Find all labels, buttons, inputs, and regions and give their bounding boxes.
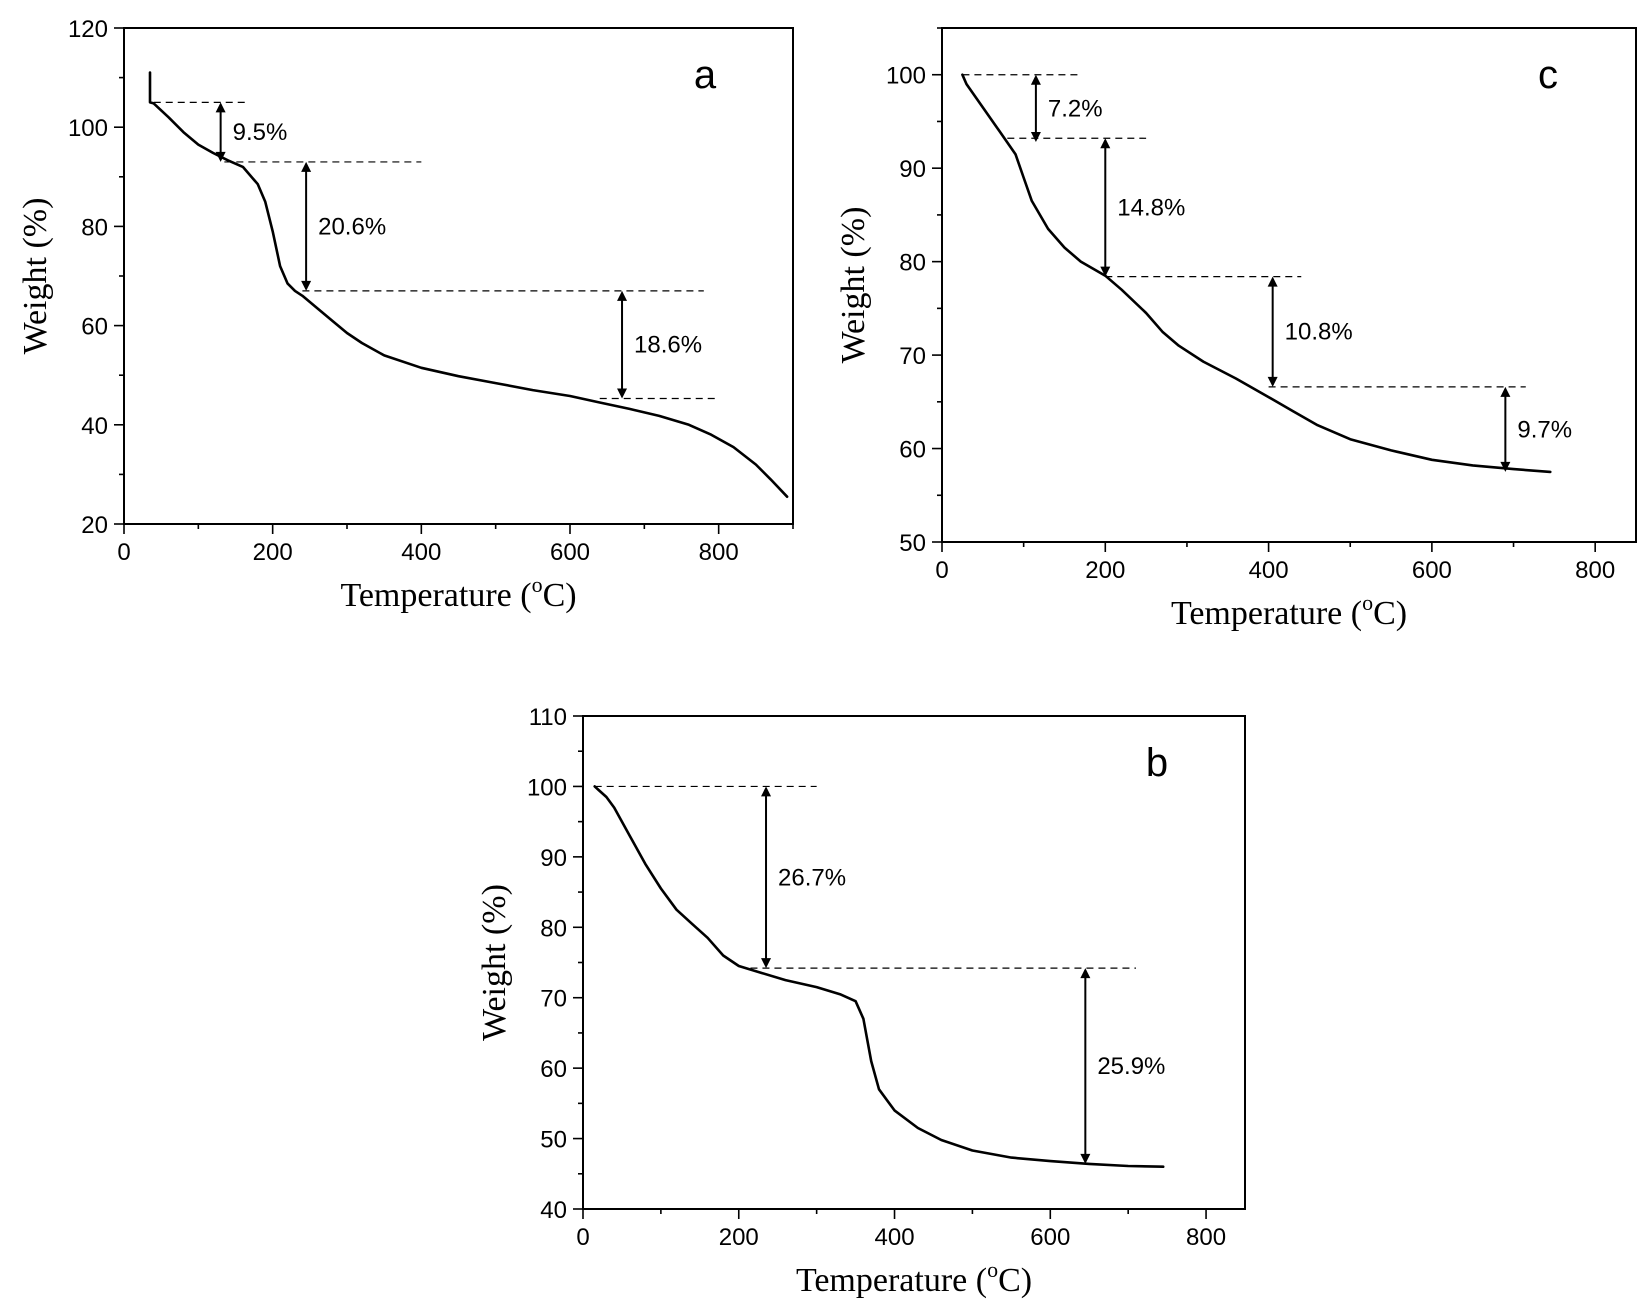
x-tick-label: 400 xyxy=(875,1224,915,1251)
arrow-head-down xyxy=(1100,266,1111,277)
plot-frame xyxy=(941,27,1637,543)
y-tick-label: 90 xyxy=(899,156,926,183)
mass-loss-label: 25.9% xyxy=(1097,1053,1165,1080)
y-tick-label: 80 xyxy=(81,214,108,241)
y-tick-label: 100 xyxy=(68,115,108,142)
series-line-b xyxy=(593,785,1165,1168)
plot-frame xyxy=(123,27,794,525)
arrow-head-up xyxy=(1100,138,1111,149)
y-axis-label: Weight (%) xyxy=(17,198,54,355)
arrow-head-up xyxy=(617,290,628,301)
y-tick-label: 60 xyxy=(899,437,926,464)
x-tick-label: 0 xyxy=(935,557,948,584)
panel-label: a xyxy=(694,53,717,97)
arrow-head-down xyxy=(301,280,312,291)
x-tick-label: 600 xyxy=(1412,557,1452,584)
x-tick-label: 200 xyxy=(719,1224,759,1251)
x-tick-label: 600 xyxy=(550,539,590,566)
chart-panel-a: 0 200 400 600 800 20 40 60 80 100 120 Temperature (… xyxy=(17,16,794,614)
arrow-head-down xyxy=(761,958,772,969)
arrow-head-down xyxy=(1267,376,1278,387)
arrow-head-up xyxy=(1500,386,1511,397)
y-tick-label: 100 xyxy=(886,63,926,90)
mass-loss-label: 9.7% xyxy=(1517,416,1572,443)
arrow-head-up xyxy=(1267,276,1278,287)
mass-loss-label: 7.2% xyxy=(1048,95,1103,122)
arrow-head-down xyxy=(1500,461,1511,472)
y-tick-label: 60 xyxy=(81,314,108,341)
x-tick-label: 800 xyxy=(699,539,739,566)
y-tick-label: 110 xyxy=(529,704,567,731)
y-axis-label: Weight (%) xyxy=(476,884,513,1041)
y-tick-label: 40 xyxy=(81,413,108,440)
panel-label: c xyxy=(1538,53,1558,97)
x-tick-label: 600 xyxy=(1030,1224,1070,1251)
mass-loss-label: 26.7% xyxy=(778,864,846,891)
x-tick-label: 400 xyxy=(401,539,441,566)
x-axis-label: Temperature (oC) xyxy=(796,1257,1032,1299)
mass-loss-label: 18.6% xyxy=(634,332,702,359)
chart-panel-b: 0 200 400 600 800 40 50 60 70 80 90 100 110 Temperatu… xyxy=(476,704,1246,1299)
x-tick-label: 800 xyxy=(1575,557,1615,584)
y-tick-label: 40 xyxy=(540,1197,567,1224)
x-tick-label: 400 xyxy=(1249,557,1289,584)
x-axis-label: Temperature (oC) xyxy=(1171,590,1407,632)
plot-frame xyxy=(582,715,1246,1210)
y-axis-label: Weight (%) xyxy=(835,207,872,364)
y-tick-label: 50 xyxy=(540,1127,567,1154)
mass-loss-label: 20.6% xyxy=(318,213,386,240)
series-line-c xyxy=(961,73,1552,474)
mass-loss-label: 14.8% xyxy=(1117,194,1185,221)
mass-loss-label: 10.8% xyxy=(1285,319,1353,346)
x-axis-label: Temperature (oC) xyxy=(340,572,576,614)
arrow-head-down xyxy=(617,388,628,399)
y-tick-label: 100 xyxy=(527,774,567,801)
x-tick-label: 800 xyxy=(1186,1224,1226,1251)
y-tick-label: 120 xyxy=(68,16,108,43)
chart-panel-c: 0 200 400 600 800 50 60 70 80 90 100 Temperature (o… xyxy=(835,27,1637,632)
x-tick-label: 200 xyxy=(253,539,293,566)
y-tick-label: 70 xyxy=(899,343,926,370)
series-line-a xyxy=(148,71,789,498)
x-tick-label: 0 xyxy=(117,539,130,566)
y-tick-label: 80 xyxy=(899,250,926,277)
arrow-head-up xyxy=(1080,968,1091,979)
x-tick-label: 0 xyxy=(576,1224,589,1251)
x-tick-label: 200 xyxy=(1085,557,1125,584)
arrow-head-up xyxy=(301,161,312,172)
arrow-head-up xyxy=(1030,74,1041,85)
y-tick-label: 80 xyxy=(540,915,567,942)
mass-loss-label: 9.5% xyxy=(233,119,288,146)
y-tick-label: 60 xyxy=(540,1056,567,1083)
arrow-head-down xyxy=(1030,132,1041,143)
arrow-head-up xyxy=(215,102,226,113)
y-tick-label: 90 xyxy=(540,845,567,872)
y-tick-label: 20 xyxy=(81,512,108,539)
y-tick-label: 50 xyxy=(899,530,926,557)
y-tick-label: 70 xyxy=(540,986,567,1013)
panel-label: b xyxy=(1146,741,1168,785)
arrow-head-down xyxy=(1080,1153,1091,1164)
arrow-head-up xyxy=(761,786,772,797)
